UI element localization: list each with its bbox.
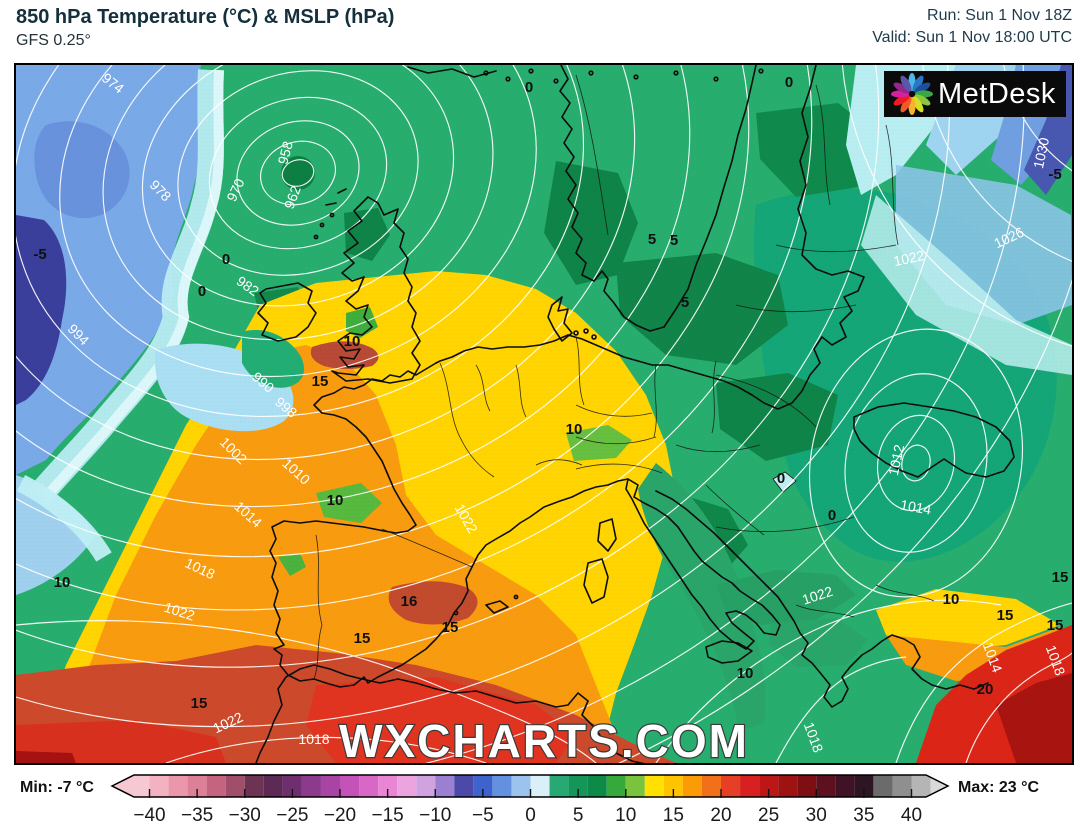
- svg-text:0: 0: [525, 805, 536, 826]
- svg-text:1018: 1018: [298, 731, 329, 747]
- svg-text:0: 0: [222, 251, 230, 268]
- svg-text:10: 10: [943, 591, 960, 608]
- map-frame: 958 962 970 974 978 982 990 994 998 1002 1010 1014 1…: [14, 63, 1074, 765]
- weather-map: 9589629709749789829909949981002101010141…: [16, 65, 1072, 763]
- svg-text:0: 0: [828, 507, 836, 524]
- svg-text:962: 962: [281, 183, 304, 211]
- svg-text:−35: −35: [181, 805, 213, 826]
- svg-text:5: 5: [573, 805, 584, 826]
- colorbar-min-label: Min: -7 °C: [20, 779, 94, 796]
- svg-text:40: 40: [901, 805, 922, 826]
- logo-text: MetDesk: [938, 77, 1056, 110]
- svg-text:0: 0: [777, 470, 785, 487]
- colorbar-max-label: Max: 23 °C: [958, 779, 1040, 796]
- svg-text:20: 20: [710, 805, 731, 826]
- svg-text:20: 20: [977, 681, 994, 698]
- svg-text:15: 15: [663, 805, 684, 826]
- svg-text:10: 10: [344, 333, 361, 350]
- page-title: 850 hPa Temperature (°C) & MSLP (hPa): [16, 6, 395, 28]
- svg-text:0: 0: [198, 283, 206, 300]
- svg-text:0: 0: [785, 74, 793, 91]
- svg-text:958: 958: [274, 139, 296, 166]
- svg-text:15: 15: [1047, 617, 1064, 634]
- svg-text:5: 5: [681, 294, 689, 311]
- svg-text:10: 10: [327, 492, 344, 509]
- svg-text:−20: −20: [324, 805, 356, 826]
- svg-text:16: 16: [401, 593, 418, 610]
- model-label: GFS 0.25°: [16, 32, 91, 49]
- svg-text:35: 35: [853, 805, 874, 826]
- svg-text:15: 15: [354, 630, 371, 647]
- country-borders: [313, 74, 935, 680]
- svg-text:10: 10: [737, 665, 754, 682]
- svg-text:−25: −25: [276, 805, 308, 826]
- svg-text:15: 15: [312, 373, 329, 390]
- pinwheel-icon: [891, 73, 933, 115]
- svg-text:30: 30: [806, 805, 827, 826]
- header: 850 hPa Temperature (°C) & MSLP (hPa) GF…: [0, 0, 1088, 63]
- svg-text:1030: 1030: [1030, 136, 1052, 170]
- svg-text:−30: −30: [229, 805, 261, 826]
- temperature-labels: -5 000 05 551015101000101516151510151520-51…: [33, 74, 1068, 712]
- svg-text:5: 5: [670, 232, 678, 249]
- svg-text:15: 15: [191, 695, 208, 712]
- run-label: Run: Sun 1 Nov 18Z: [927, 7, 1072, 24]
- svg-text:1012: 1012: [885, 443, 907, 477]
- svg-text:15: 15: [997, 607, 1014, 624]
- svg-text:10: 10: [566, 421, 583, 438]
- svg-text:15: 15: [1052, 569, 1069, 586]
- svg-text:15: 15: [442, 619, 459, 636]
- temperature-fill-regions: [16, 65, 1072, 763]
- svg-text:0: 0: [525, 79, 533, 96]
- watermark: WXCHARTS.COM: [339, 715, 749, 763]
- svg-text:-5: -5: [33, 246, 46, 263]
- svg-text:−15: −15: [372, 805, 404, 826]
- svg-text:-5: -5: [1048, 166, 1061, 183]
- coastlines: [255, 65, 1015, 763]
- metdesk-logo: MetDesk: [884, 71, 1066, 117]
- svg-text:10: 10: [615, 805, 636, 826]
- svg-text:1022: 1022: [892, 247, 926, 269]
- svg-text:5: 5: [648, 231, 656, 248]
- run-info: Run: Sun 1 Nov 18Z Valid: Sun 1 Nov 18:0…: [872, 5, 1072, 49]
- valid-label: Valid: Sun 1 Nov 18:00 UTC: [872, 29, 1072, 46]
- svg-text:−40: −40: [133, 805, 165, 826]
- svg-text:25: 25: [758, 805, 779, 826]
- svg-text:10: 10: [54, 574, 71, 591]
- colorbar: −40 −35 −30 −25 −20 −15 −10 −5 0 5 10 15 20 25 30 35 40 …: [0, 765, 1088, 833]
- svg-text:−5: −5: [472, 805, 494, 826]
- svg-text:−10: −10: [419, 805, 451, 826]
- svg-text:1014: 1014: [899, 496, 933, 517]
- isobar-lines: [16, 65, 1072, 763]
